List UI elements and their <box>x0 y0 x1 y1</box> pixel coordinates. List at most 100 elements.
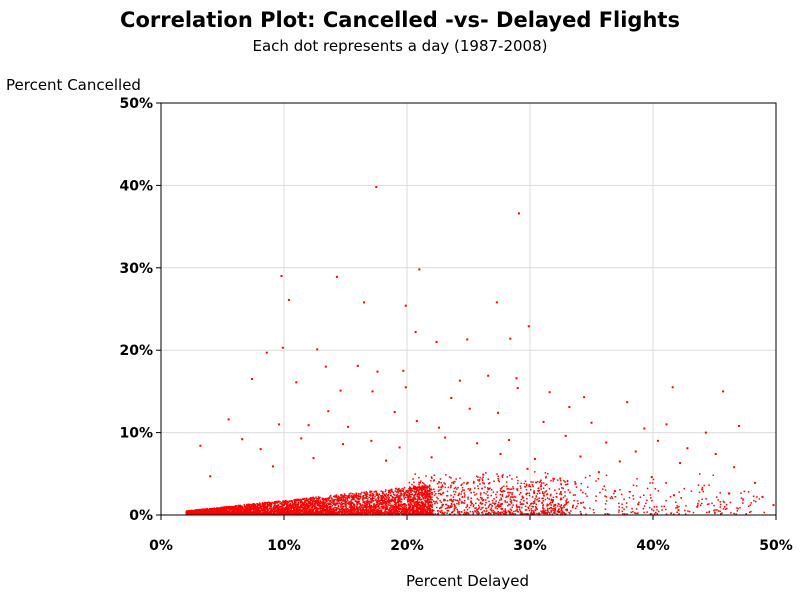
cloud-point <box>383 496 385 499</box>
cloud-point <box>364 503 366 505</box>
cloud-point <box>537 500 540 503</box>
cloud-point <box>487 506 490 509</box>
cloud-point <box>270 503 273 506</box>
cloud-point <box>461 496 464 499</box>
cloud-point <box>542 512 545 515</box>
cloud-point <box>433 494 436 497</box>
cloud-point <box>406 489 409 492</box>
cloud-point <box>593 511 595 514</box>
cloud-point <box>387 504 390 506</box>
cloud-point <box>412 500 415 502</box>
cloud-point <box>267 501 270 504</box>
cloud-point <box>186 510 188 513</box>
cloud-point <box>243 513 245 515</box>
cloud-point <box>397 511 399 513</box>
cloud-point <box>409 510 411 512</box>
cloud-point <box>516 506 518 509</box>
cloud-point <box>270 508 273 511</box>
cloud-point <box>551 501 554 504</box>
cloud-point <box>286 500 288 503</box>
cloud-point <box>712 474 715 477</box>
cloud-point <box>235 512 238 515</box>
cloud-point <box>257 511 260 514</box>
cloud-point <box>357 502 360 504</box>
cloud-point <box>509 500 512 503</box>
cloud-point <box>510 496 512 498</box>
cloud-point <box>370 505 373 507</box>
cloud-point <box>243 504 246 506</box>
cloud-point <box>433 509 435 512</box>
cloud-point <box>316 497 318 500</box>
cloud-point <box>266 505 268 508</box>
cloud-point <box>416 501 418 503</box>
cloud-point <box>339 496 341 498</box>
cloud-point <box>325 508 328 510</box>
cloud-point <box>321 507 324 510</box>
cloud-point <box>330 497 333 499</box>
cloud-point <box>563 511 565 514</box>
cloud-point <box>497 510 499 513</box>
cloud-point <box>552 509 554 512</box>
cloud-point <box>246 509 249 511</box>
cloud-point <box>717 499 720 501</box>
cloud-point <box>344 504 347 506</box>
cloud-point <box>370 512 372 514</box>
cloud-point <box>454 486 457 489</box>
cloud-point <box>566 483 569 485</box>
cloud-point <box>537 487 540 489</box>
cloud-point <box>298 506 300 509</box>
cloud-point <box>232 509 234 512</box>
cloud-point <box>549 501 552 504</box>
cloud-point <box>424 508 427 511</box>
cloud-point <box>461 486 464 489</box>
cloud-point <box>257 503 260 506</box>
cloud-point <box>297 511 300 513</box>
cloud-point <box>431 512 434 514</box>
cloud-point <box>407 498 410 500</box>
cloud-point <box>218 513 220 515</box>
cloud-point <box>389 509 392 512</box>
cloud-point <box>241 510 244 512</box>
cloud-point <box>428 507 431 509</box>
cloud-point <box>555 492 558 495</box>
cloud-point <box>473 480 475 483</box>
cloud-point <box>286 510 289 513</box>
cloud-point <box>553 512 555 514</box>
cloud-point <box>398 511 401 513</box>
cloud-point <box>307 510 310 512</box>
cloud-point <box>415 498 417 501</box>
cloud-point <box>349 513 351 515</box>
cloud-point <box>259 511 262 513</box>
cloud-point <box>285 499 287 502</box>
cloud-point <box>333 500 335 502</box>
cloud-point <box>253 506 255 509</box>
cloud-point <box>395 502 397 505</box>
cloud-point <box>294 511 297 514</box>
cloud-point <box>527 513 529 515</box>
cloud-point <box>421 495 423 497</box>
cloud-point <box>256 507 259 510</box>
cloud-point <box>352 511 354 514</box>
cloud-point <box>433 479 435 481</box>
cloud-point <box>501 507 504 510</box>
cloud-point <box>395 496 397 499</box>
cloud-point <box>502 474 504 476</box>
cloud-point <box>376 510 378 513</box>
cloud-point <box>428 505 431 508</box>
cloud-point <box>420 488 422 491</box>
cloud-point <box>583 506 585 508</box>
cloud-point <box>413 504 416 506</box>
cloud-point <box>302 513 304 515</box>
cloud-point <box>411 512 414 515</box>
cloud-point <box>439 511 442 514</box>
cloud-point <box>548 488 551 490</box>
cloud-point <box>387 497 390 500</box>
cloud-point <box>324 505 326 507</box>
cloud-point <box>501 475 503 477</box>
cloud-point <box>424 489 427 492</box>
cloud-point <box>424 509 427 512</box>
cloud-point <box>304 506 307 509</box>
cloud-point <box>365 496 368 498</box>
cloud-point <box>387 503 389 505</box>
cloud-point <box>613 492 615 495</box>
